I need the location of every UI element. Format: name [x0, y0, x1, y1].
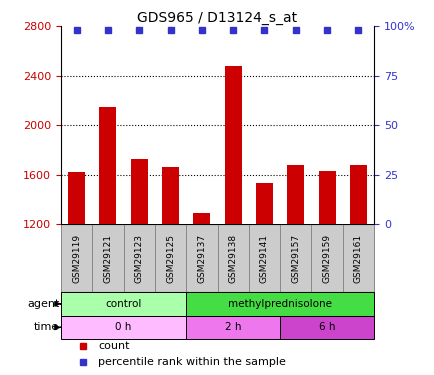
Text: GSM29141: GSM29141: [260, 234, 268, 283]
Title: GDS965 / D13124_s_at: GDS965 / D13124_s_at: [137, 11, 297, 25]
Text: GSM29157: GSM29157: [291, 234, 299, 283]
Text: GSM29161: GSM29161: [353, 234, 362, 283]
Text: 2 h: 2 h: [224, 322, 241, 332]
Bar: [186, 292, 373, 316]
Bar: [61, 316, 186, 339]
Bar: [286, 165, 304, 224]
Bar: [61, 224, 92, 292]
Text: GSM29119: GSM29119: [72, 234, 81, 283]
Text: control: control: [105, 299, 141, 309]
Bar: [193, 213, 210, 224]
Bar: [161, 167, 179, 224]
Bar: [311, 224, 342, 292]
Text: time: time: [34, 322, 59, 332]
Text: percentile rank within the sample: percentile rank within the sample: [98, 357, 286, 367]
Bar: [279, 316, 373, 339]
Bar: [61, 292, 186, 316]
Text: GSM29121: GSM29121: [103, 234, 112, 283]
Bar: [255, 183, 273, 224]
Text: agent: agent: [27, 299, 59, 309]
Text: GSM29123: GSM29123: [135, 234, 143, 283]
Text: GSM29138: GSM29138: [228, 234, 237, 283]
Bar: [123, 224, 155, 292]
Bar: [99, 106, 116, 224]
Bar: [217, 224, 248, 292]
Bar: [186, 224, 217, 292]
Bar: [224, 66, 241, 224]
Bar: [68, 172, 85, 224]
Text: GSM29159: GSM29159: [322, 234, 331, 283]
Text: methylprednisolone: methylprednisolone: [227, 299, 332, 309]
Text: GSM29125: GSM29125: [166, 234, 174, 283]
Bar: [342, 224, 373, 292]
Bar: [186, 316, 279, 339]
Bar: [349, 165, 366, 224]
Bar: [155, 224, 186, 292]
Text: GSM29137: GSM29137: [197, 234, 206, 283]
Bar: [248, 224, 279, 292]
Text: 6 h: 6 h: [318, 322, 335, 332]
Bar: [279, 224, 311, 292]
Bar: [130, 159, 148, 224]
Bar: [92, 224, 123, 292]
Text: 0 h: 0 h: [115, 322, 132, 332]
Text: count: count: [98, 341, 130, 351]
Bar: [318, 171, 335, 224]
